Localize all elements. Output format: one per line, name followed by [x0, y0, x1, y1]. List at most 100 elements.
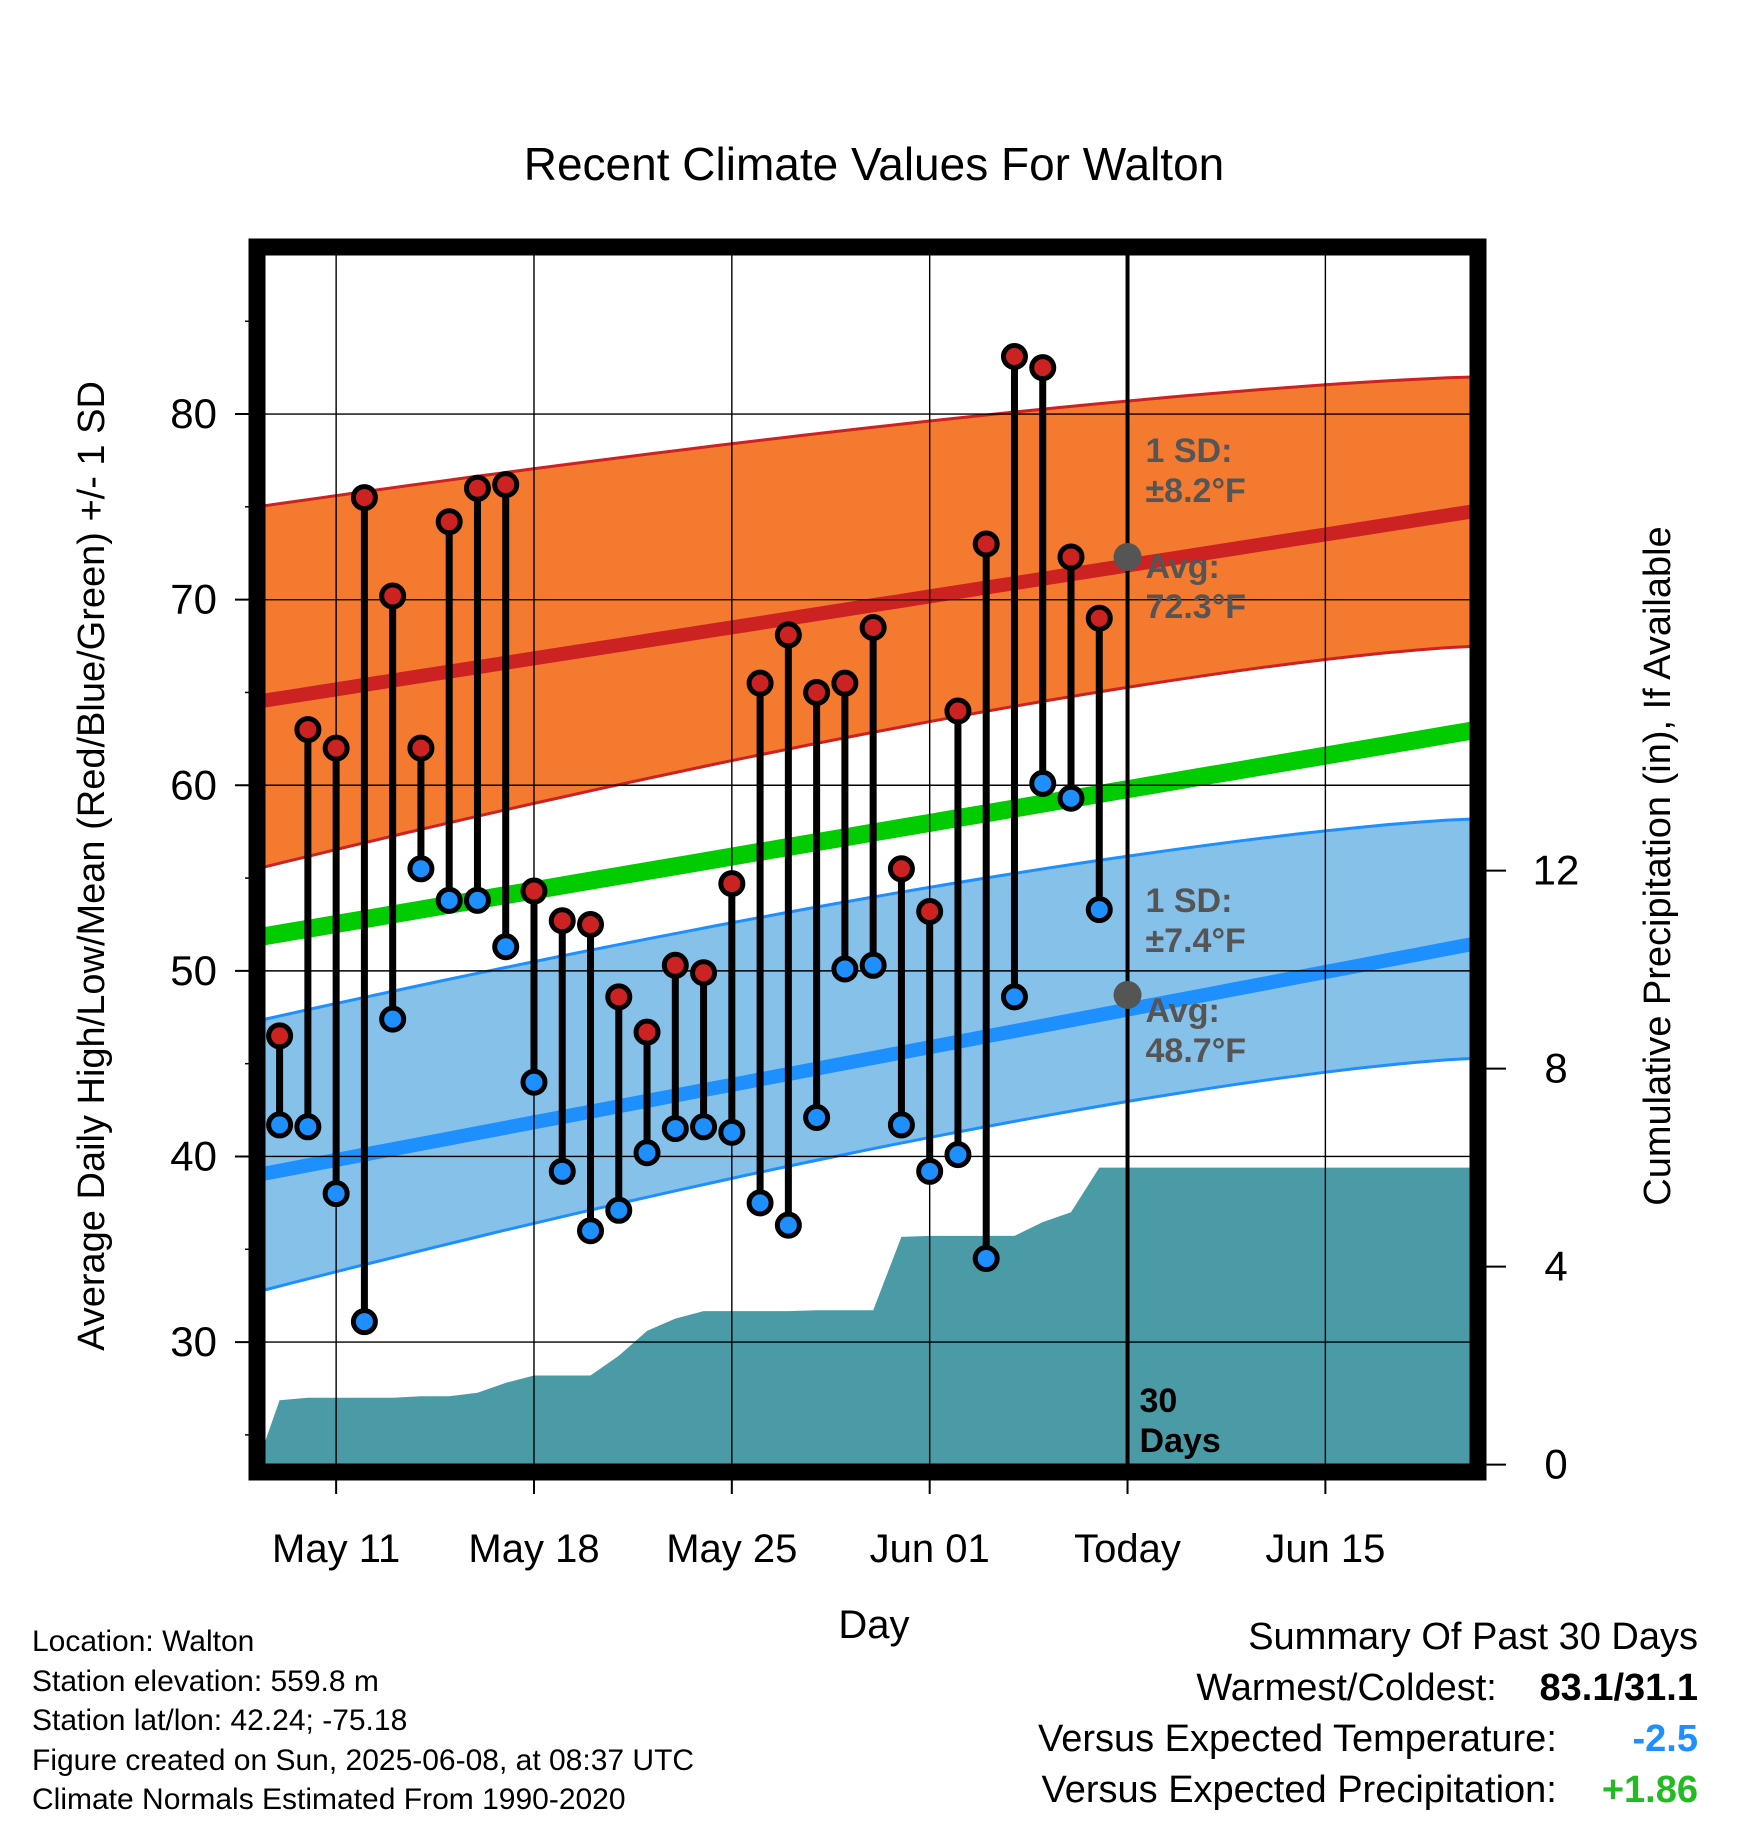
daily-high-point [1029, 354, 1057, 382]
y-tick-label: 60 [170, 761, 217, 808]
daily-high-point [803, 678, 831, 706]
high-sd-band-lower-edge [256, 644, 1479, 871]
today-high-normal-point [1113, 542, 1142, 571]
daily-low-point [266, 1111, 294, 1139]
daily-high-point [407, 734, 435, 762]
daily-high-point [916, 897, 944, 925]
y-tick-label: 70 [170, 576, 217, 623]
normal-high-line [255, 503, 1480, 709]
daily-low-point [972, 1245, 1000, 1273]
daily-high-point [548, 907, 576, 935]
low-sd-band-lower-edge [256, 1056, 1479, 1294]
y-tick-label: 30 [170, 1318, 217, 1365]
y2-tick-label: 0 [1544, 1441, 1567, 1488]
y-tick-label: 50 [170, 947, 217, 994]
created-text: Figure created on Sun, 2025-06-08, at 08… [32, 1743, 695, 1777]
daily-high-point [831, 669, 859, 697]
elevation-text: Station elevation: 559.8 m [32, 1664, 379, 1698]
daily-high-point [294, 716, 322, 744]
precip-anomaly-label: Versus Expected Precipitation: [1041, 1769, 1557, 1811]
daily-high-point [577, 910, 605, 938]
high-sd-annotation: 1 SD: [1146, 432, 1233, 470]
x-tick-label: May 25 [666, 1527, 797, 1571]
daily-high-point [1085, 604, 1113, 632]
temp-anomaly-value: -2.5 [1632, 1718, 1698, 1760]
daily-high-point [633, 1018, 661, 1046]
low-sd-annotation: ±7.4°F [1146, 922, 1246, 960]
daily-high-point [463, 474, 491, 502]
x-tick-label: May 11 [272, 1527, 400, 1571]
daily-low-point [463, 886, 491, 914]
daily-low-point [520, 1068, 548, 1096]
daily-high-point [690, 959, 718, 987]
daily-low-point [577, 1217, 605, 1245]
daily-high-point [746, 669, 774, 697]
warm-cold-value: 83.1/31.1 [1539, 1667, 1698, 1709]
cumulative-precip-area [257, 1167, 1478, 1465]
low-avg-annotation: 48.7°F [1146, 1032, 1247, 1070]
y-axis-label: Average Daily High/Low/Mean (Red/Blue/Gr… [71, 381, 113, 1351]
location-text: Location: Walton [32, 1625, 255, 1658]
daily-low-point [774, 1211, 802, 1239]
high-sd-annotation: ±8.2°F [1146, 472, 1246, 510]
daily-low-point [1085, 896, 1113, 924]
daily-high-point [520, 877, 548, 905]
daily-low-point [407, 855, 435, 883]
high-avg-annotation: 72.3°F [1146, 588, 1247, 626]
y2-axis-label: Cumulative Precipitation (in), If Availa… [1637, 526, 1679, 1205]
low-sd-band-upper-edge [256, 817, 1479, 1023]
latlon-text: Station lat/lon: 42.24; -75.18 [32, 1704, 408, 1737]
daily-high-point [266, 1022, 294, 1050]
daily-high-point [605, 983, 633, 1011]
daily-high-point [435, 508, 463, 536]
days-annotation: 30 [1140, 1382, 1178, 1420]
normals-text: Climate Normals Estimated From 1990-2020 [32, 1783, 626, 1816]
summary-panel: Summary Of Past 30 Days Warmest/Coldest:… [1038, 1612, 1698, 1816]
daily-low-point [661, 1115, 689, 1143]
daily-low-point [887, 1111, 915, 1139]
daily-low-point [1057, 784, 1085, 812]
warm-cold-label: Warmest/Coldest: [1196, 1667, 1497, 1709]
daily-high-point [492, 471, 520, 499]
x-axis-label: Day [838, 1603, 909, 1647]
temp-anomaly-row: Versus Expected Temperature: -2.5 [1038, 1714, 1698, 1765]
daily-low-point [605, 1196, 633, 1224]
y-tick-label: 40 [170, 1132, 217, 1179]
daily-low-point [294, 1113, 322, 1141]
y2-tick-label: 8 [1544, 1045, 1567, 1092]
daily-high-point [322, 734, 350, 762]
chart-title: Recent Climate Values For Walton [524, 138, 1225, 190]
daily-high-point [972, 530, 1000, 558]
daily-low-point [803, 1103, 831, 1131]
temp-anomaly-label: Versus Expected Temperature: [1037, 1718, 1557, 1760]
daily-high-point [887, 855, 915, 883]
days-annotation: Days [1140, 1422, 1221, 1460]
y2-tick-label: 12 [1533, 847, 1580, 894]
daily-low-point [379, 1005, 407, 1033]
daily-high-point [379, 582, 407, 610]
x-tick-label: Jun 01 [870, 1527, 990, 1571]
daily-low-point [690, 1113, 718, 1141]
daily-low-point [1029, 769, 1057, 797]
daily-low-point [718, 1118, 746, 1146]
daily-low-point [435, 886, 463, 914]
daily-high-point [774, 621, 802, 649]
x-tick-label: Jun 15 [1265, 1527, 1385, 1571]
plot-frame [248, 238, 1487, 1481]
warm-cold-row: Warmest/Coldest: 83.1/31.1 [1038, 1663, 1698, 1714]
high-sd-band-upper-edge [256, 375, 1479, 509]
daily-low-point [633, 1139, 661, 1167]
daily-low-point [350, 1308, 378, 1336]
precip-anomaly-row: Versus Expected Precipitation: +1.86 [1038, 1765, 1698, 1816]
daily-high-point [718, 870, 746, 898]
low-avg-annotation: Avg: [1146, 992, 1220, 1030]
x-tick-label: May 18 [468, 1527, 599, 1571]
low-sd-annotation: 1 SD: [1146, 882, 1233, 920]
daily-low-point [916, 1157, 944, 1185]
precip-anomaly-value: +1.86 [1601, 1769, 1698, 1811]
daily-low-point [746, 1189, 774, 1217]
y-tick-label: 80 [170, 390, 217, 437]
station-info: Location: Walton Station elevation: 559.… [32, 1622, 694, 1820]
daily-high-point [944, 697, 972, 725]
